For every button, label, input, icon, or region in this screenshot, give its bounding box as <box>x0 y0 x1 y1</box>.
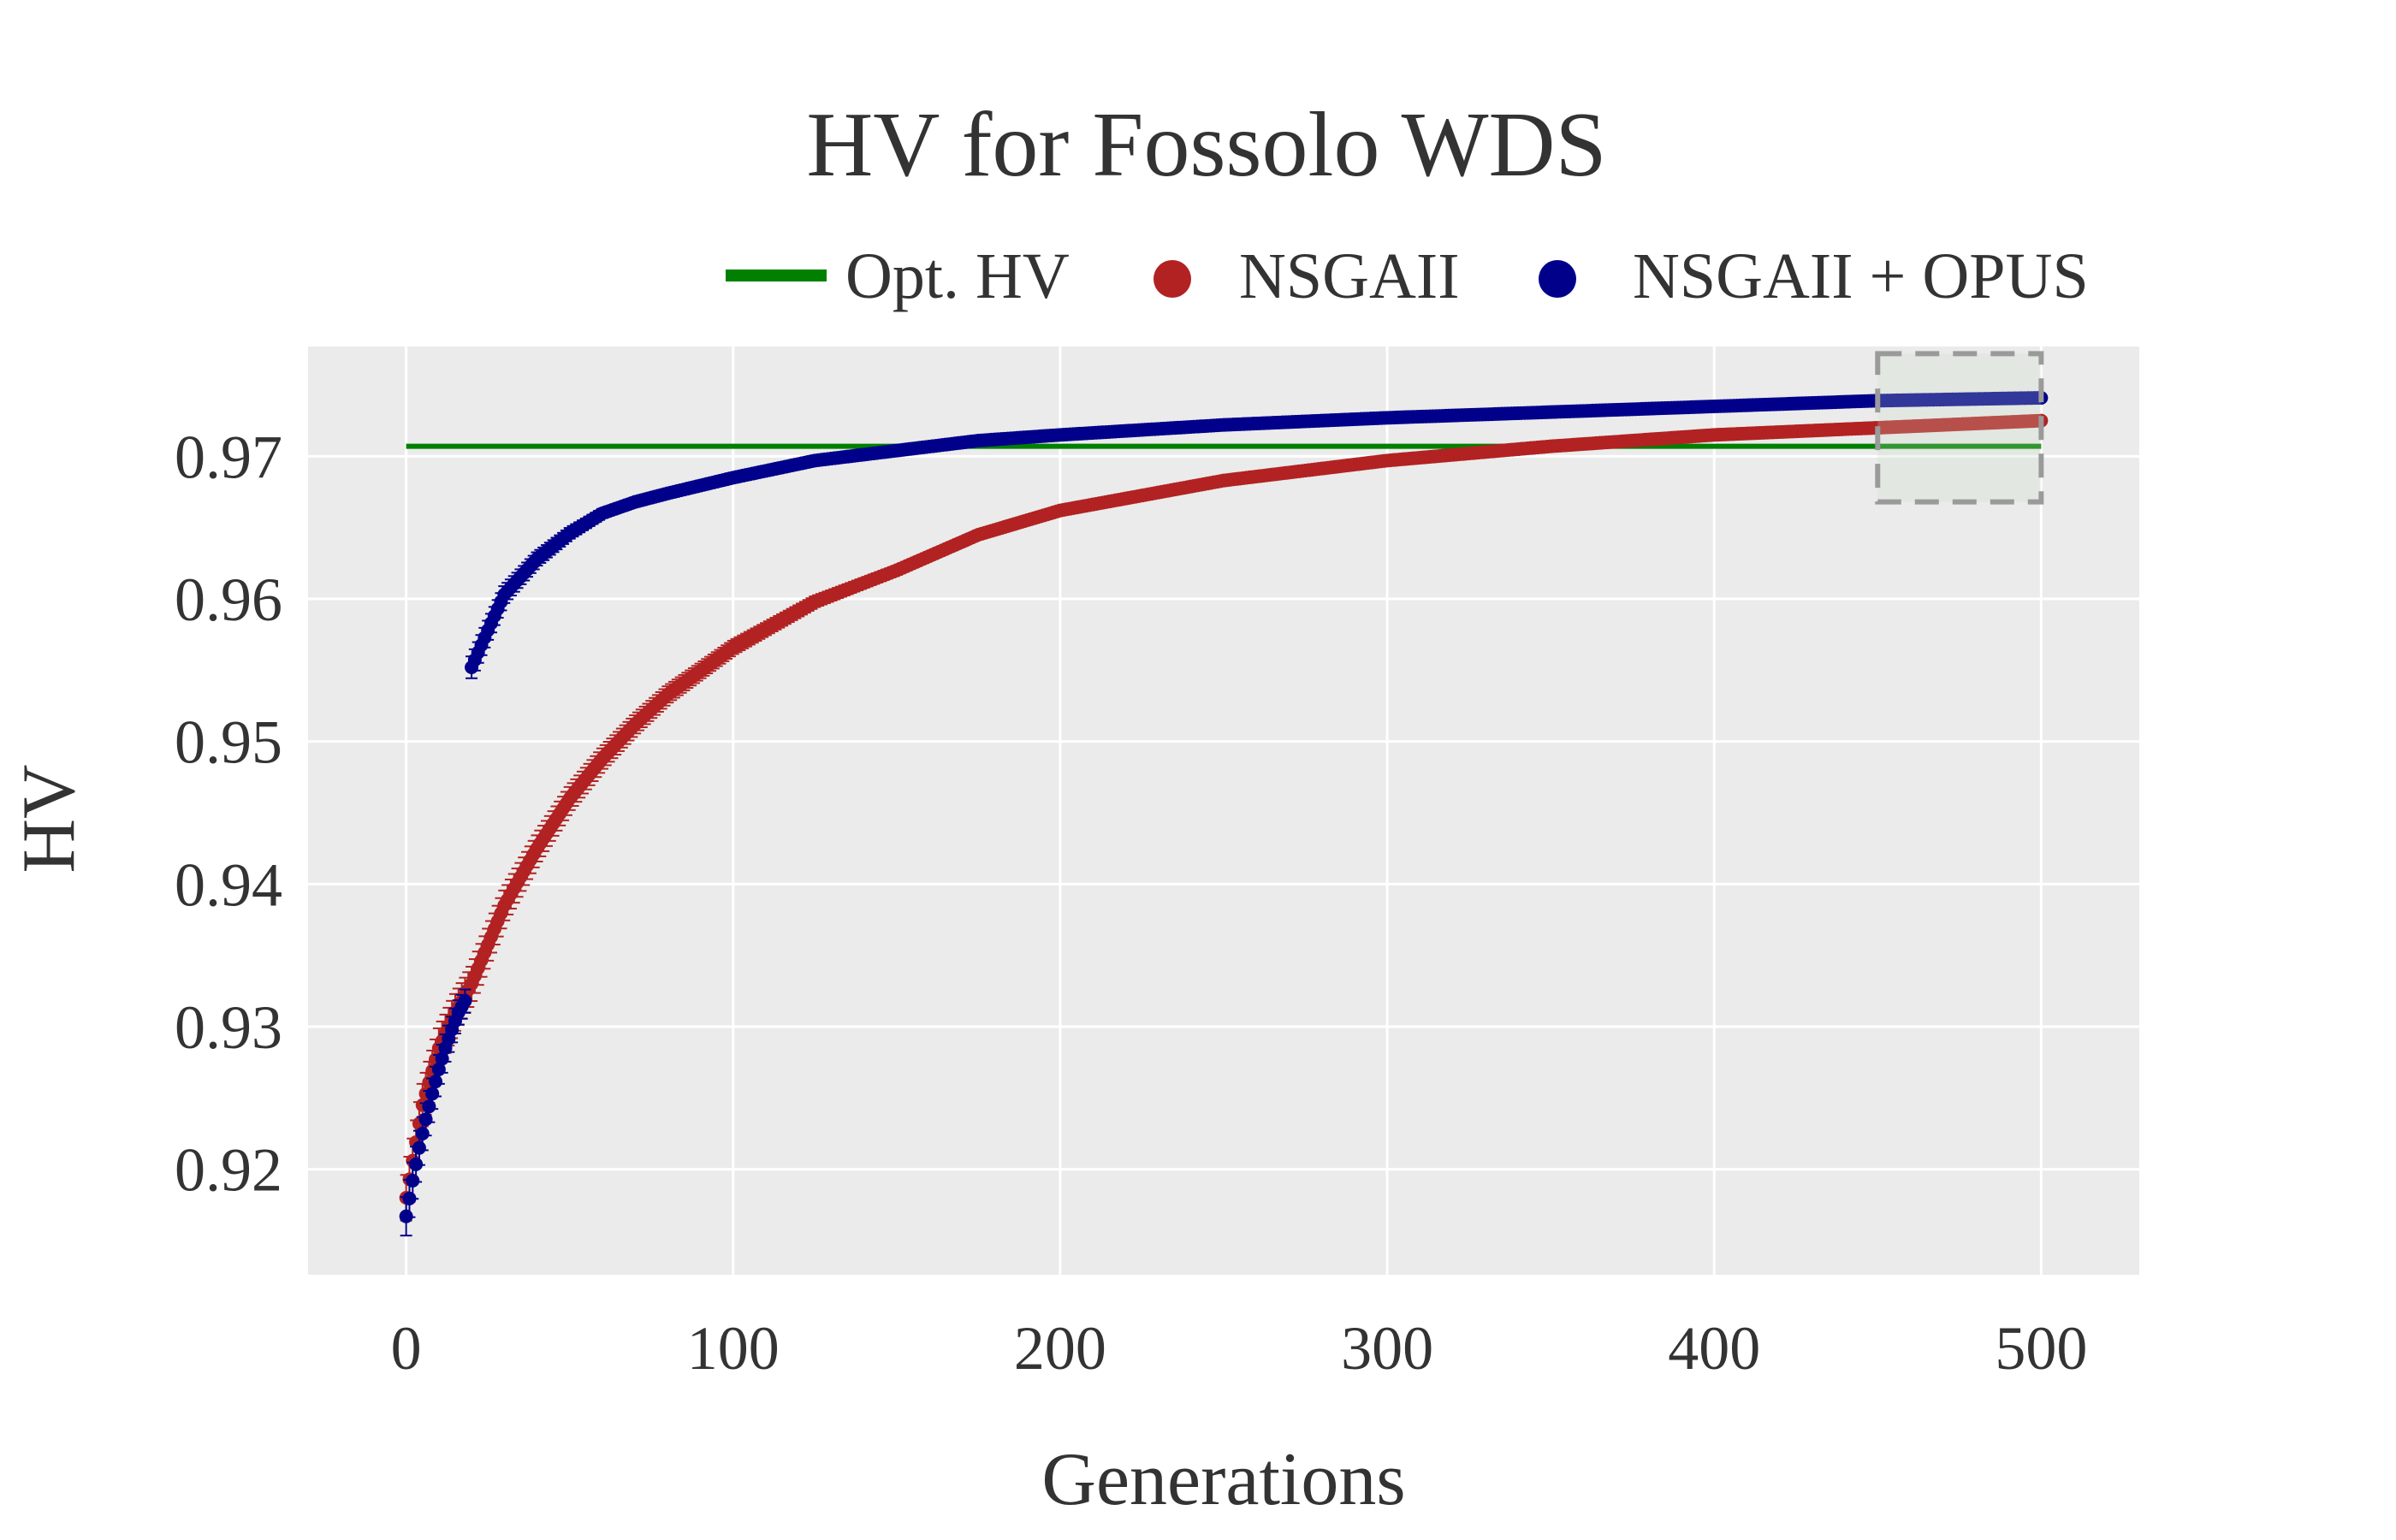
legend-label-nsgaii: NSGAII <box>1239 240 1460 312</box>
nsgaii-opus-point <box>458 994 472 1008</box>
legend-label-nsgaii-opus: NSGAII + OPUS <box>1633 240 2089 312</box>
nsgaii-opus-point <box>429 1075 443 1089</box>
nsgaii-opus-point <box>425 1087 440 1101</box>
x-tick-label: 500 <box>1995 1314 2087 1383</box>
nsgaii-opus-point <box>406 1174 420 1188</box>
nsgaii-opus-point <box>422 1099 436 1114</box>
nsgaii-opus-point <box>415 1127 430 1140</box>
y-tick-label: 0.95 <box>175 708 282 777</box>
x-axis-label: Generations <box>1041 1438 1405 1521</box>
y-tick-label: 0.92 <box>175 1136 282 1205</box>
x-tick-label: 300 <box>1341 1314 1433 1383</box>
x-tick-label: 400 <box>1668 1314 1760 1383</box>
y-axis-label: HV <box>8 764 91 873</box>
nsgaii-opus-point <box>418 1112 433 1127</box>
y-tick-label: 0.97 <box>175 423 282 491</box>
nsgaii-opus-series <box>399 391 2049 1237</box>
x-tick-label: 0 <box>391 1314 422 1383</box>
nsgaii-series <box>399 413 2049 1222</box>
x-tick-label: 200 <box>1014 1314 1106 1383</box>
nsgaii-opus-point <box>399 1209 413 1223</box>
zoom-inset-marker <box>1875 351 2044 505</box>
plot-background <box>308 346 2139 1275</box>
y-tick-label: 0.94 <box>175 850 282 919</box>
y-tick-label: 0.96 <box>175 566 282 634</box>
nsgaii-opus-point <box>412 1140 426 1155</box>
chart-title: HV for Fossolo WDS <box>806 94 1606 196</box>
tick-labels: 0 100 200 300 400 500 0.92 0.93 0.94 0.95 0.96 0.97 <box>175 423 2087 1383</box>
legend: Opt. HV NSGAII NSGAII + OPUS <box>726 240 2089 312</box>
legend-label-opt-hv: Opt. HV <box>845 240 1070 312</box>
legend-swatch-nsgaii <box>1154 260 1191 298</box>
grid-lines <box>308 346 2139 1275</box>
legend-swatch-nsgaii-opus <box>1539 260 1576 298</box>
x-tick-label: 100 <box>687 1314 780 1383</box>
y-tick-label: 0.93 <box>175 993 282 1062</box>
inset-marker-layer <box>1875 351 2044 505</box>
